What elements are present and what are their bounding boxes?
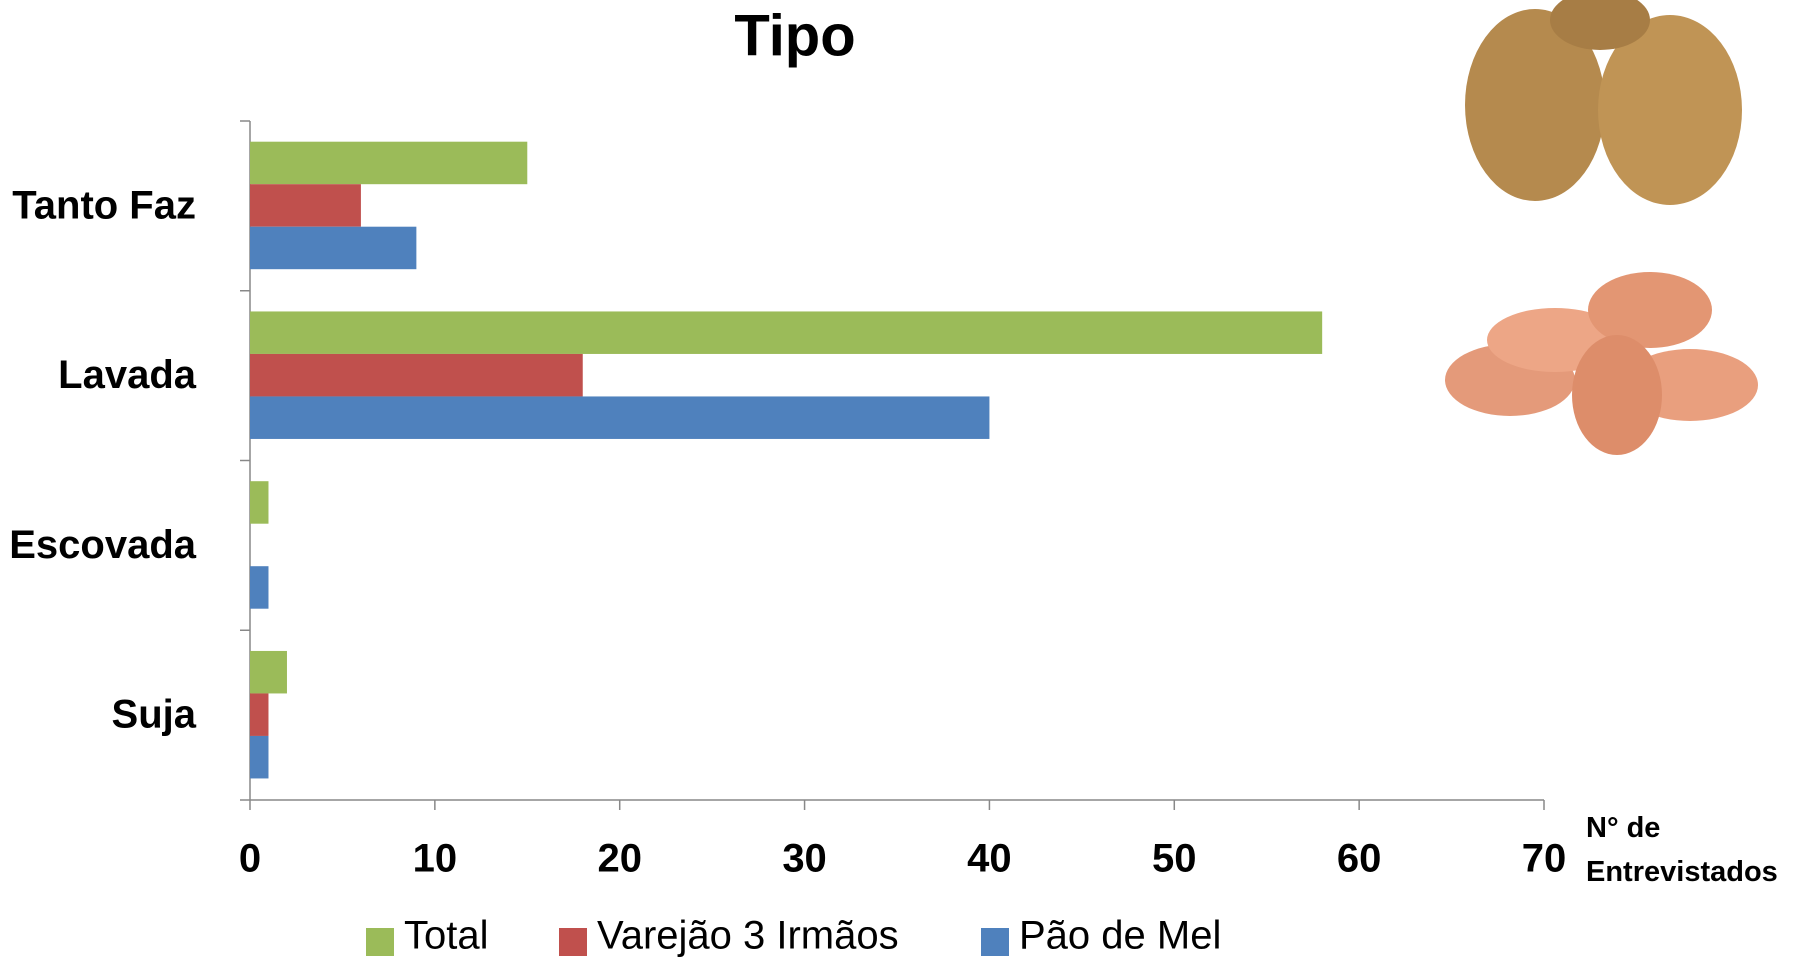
legend-label: Varejão 3 Irmãos [597,914,899,958]
bar [250,353,583,397]
y-tick-label: Lavada [58,353,197,397]
x-tick-label: 30 [782,837,827,881]
bar [250,311,1323,354]
potato-image-brown [1465,0,1742,205]
x-tick-label: 20 [597,837,642,881]
bar [250,693,269,736]
potato-image-red [1445,272,1758,455]
bar [250,226,417,270]
bar [250,184,361,227]
bar [250,141,528,185]
legend-swatch [981,928,1009,956]
y-tick-label: Escovada [9,523,197,567]
bar [250,481,269,524]
legend-label: Total [404,914,489,958]
bar [250,735,269,779]
x-tick-label: 70 [1522,837,1567,881]
y-tick-label: Tanto Faz [12,183,196,227]
x-tick-label: 60 [1337,837,1382,881]
bar [250,566,269,609]
bar [250,396,990,439]
x-tick-label: 40 [967,837,1012,881]
bar [250,650,287,694]
x-tick-label: 50 [1152,837,1197,881]
legend-swatch [559,928,587,956]
legend-label: Pão de Mel [1019,914,1221,958]
x-axis-title: N° de Entrevistados [1586,812,1778,888]
x-tick-label: 0 [239,837,261,881]
x-tick-label: 10 [413,837,458,881]
legend-swatch [366,928,394,956]
chart-title: Tipo [734,3,855,68]
y-tick-label: Suja [112,693,197,737]
